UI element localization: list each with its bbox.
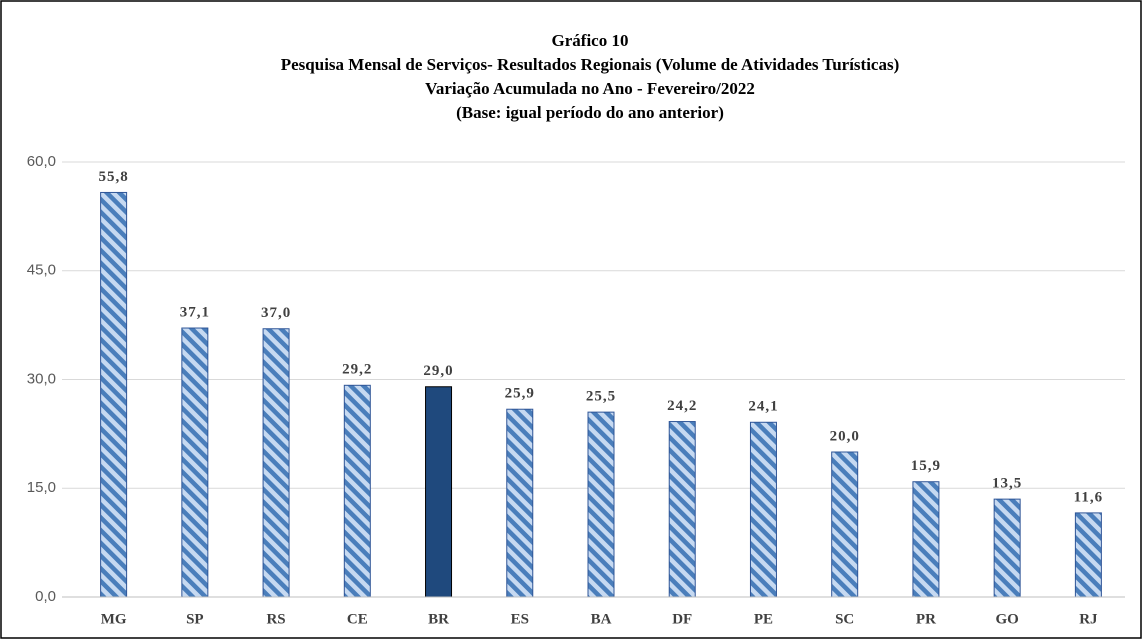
x-tick-label: SP — [186, 611, 204, 627]
value-label: 15,9 — [911, 458, 941, 474]
x-tick-label: RS — [266, 611, 285, 627]
x-tick-label: ES — [511, 611, 529, 627]
bar — [100, 191, 128, 598]
y-tick-label: 0,0 — [35, 588, 56, 605]
value-label: 24,2 — [667, 398, 697, 414]
x-tick-label: CE — [347, 611, 368, 627]
x-tick-label: RJ — [1079, 611, 1098, 627]
chart-subtitle: Variação Acumulada no Ano - Fevereiro/20… — [425, 79, 755, 98]
bar — [668, 421, 696, 598]
bar — [262, 328, 290, 598]
bar — [749, 421, 777, 598]
chart-subtitle: (Base: igual período do ano anterior) — [456, 103, 724, 122]
x-tick-label: GO — [995, 611, 1018, 627]
value-label: 55,8 — [98, 169, 128, 185]
chart-subtitle: Pesquisa Mensal de Serviços- Resultados … — [281, 55, 900, 74]
value-label: 37,1 — [180, 304, 210, 320]
bar — [1074, 512, 1102, 598]
y-tick-label: 30,0 — [27, 370, 56, 387]
x-tick-label: BR — [428, 611, 449, 627]
chart-title: Gráfico 10 — [552, 31, 629, 50]
bar — [506, 408, 534, 598]
value-label: 11,6 — [1074, 489, 1103, 505]
bar — [181, 327, 209, 598]
x-tick-label: SC — [835, 611, 854, 627]
value-label: 37,0 — [261, 305, 291, 321]
value-label: 20,0 — [830, 428, 860, 444]
bar — [912, 481, 940, 598]
bar — [993, 498, 1021, 598]
y-tick-label: 60,0 — [27, 153, 56, 170]
y-tick-label: 15,0 — [27, 479, 56, 496]
x-tick-label: DF — [672, 611, 692, 627]
bar — [831, 451, 859, 598]
value-label: 25,5 — [586, 389, 616, 405]
x-tick-label: PE — [754, 611, 773, 627]
bar — [587, 411, 615, 598]
x-tick-label: MG — [101, 611, 127, 627]
x-tick-label: PR — [916, 611, 936, 627]
value-label: 24,1 — [748, 399, 778, 415]
value-label: 25,9 — [505, 386, 535, 402]
value-label: 29,2 — [342, 362, 372, 378]
y-tick-label: 45,0 — [27, 262, 56, 279]
bar — [343, 384, 371, 598]
value-label: 29,0 — [423, 363, 453, 379]
x-tick-label: BA — [591, 611, 612, 627]
bar — [425, 386, 453, 598]
value-label: 13,5 — [992, 476, 1022, 492]
